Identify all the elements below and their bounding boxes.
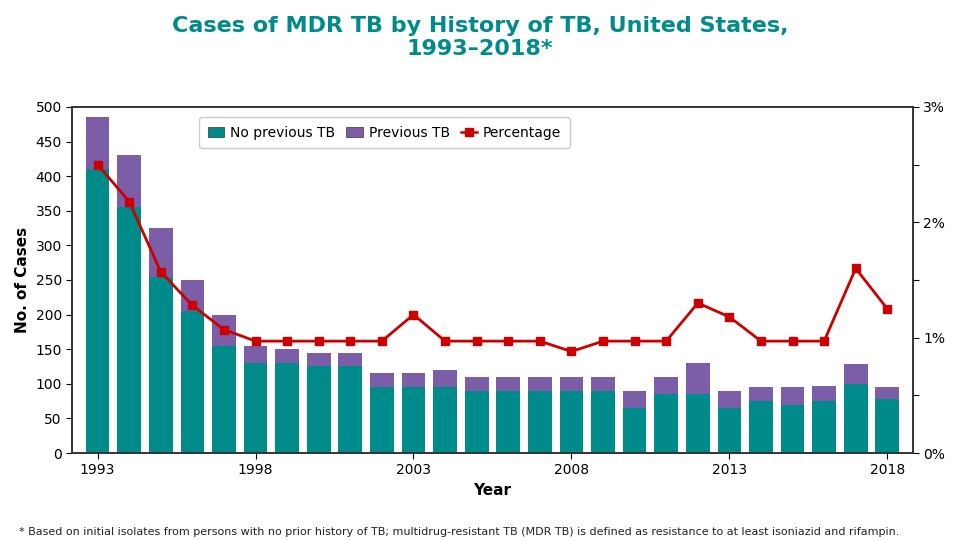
Bar — [844, 364, 868, 384]
Bar — [812, 386, 836, 401]
Bar — [149, 228, 173, 276]
Bar — [749, 387, 773, 401]
Bar — [528, 377, 552, 391]
Bar — [85, 117, 109, 169]
Bar — [844, 384, 868, 453]
Bar — [749, 401, 773, 453]
Bar — [876, 387, 900, 399]
Bar — [591, 377, 614, 391]
Bar — [180, 311, 204, 453]
Bar — [307, 367, 330, 453]
Bar — [686, 363, 709, 394]
X-axis label: Year: Year — [473, 483, 512, 498]
Bar — [465, 377, 489, 391]
Bar — [528, 391, 552, 453]
Bar — [180, 280, 204, 311]
Bar — [686, 394, 709, 453]
Bar — [623, 391, 646, 408]
Bar — [117, 156, 141, 207]
Bar — [496, 377, 520, 391]
Bar — [149, 276, 173, 453]
Bar — [623, 408, 646, 453]
Bar — [560, 391, 584, 453]
Bar — [655, 394, 678, 453]
Bar — [276, 363, 299, 453]
Bar — [117, 207, 141, 453]
Bar — [496, 391, 520, 453]
Bar — [276, 349, 299, 363]
Bar — [212, 346, 236, 453]
Bar — [370, 374, 394, 387]
Bar — [339, 353, 362, 367]
Bar — [370, 387, 394, 453]
Legend: No previous TB, Previous TB, Percentage: No previous TB, Previous TB, Percentage — [200, 117, 569, 148]
Bar — [876, 399, 900, 453]
Bar — [780, 387, 804, 404]
Bar — [717, 408, 741, 453]
Bar — [591, 391, 614, 453]
Bar — [401, 387, 425, 453]
Bar — [85, 169, 109, 453]
Bar — [244, 363, 268, 453]
Text: Cases of MDR TB by History of TB, United States,
1993–2018*: Cases of MDR TB by History of TB, United… — [172, 16, 788, 59]
Bar — [401, 374, 425, 387]
Bar — [339, 367, 362, 453]
Bar — [465, 391, 489, 453]
Bar — [212, 315, 236, 346]
Bar — [717, 391, 741, 408]
Bar — [433, 370, 457, 387]
Bar — [655, 377, 678, 394]
Y-axis label: No. of Cases: No. of Cases — [15, 227, 30, 333]
Bar — [244, 346, 268, 363]
Bar — [433, 387, 457, 453]
Bar — [812, 401, 836, 453]
Bar — [307, 353, 330, 367]
Text: * Based on initial isolates from persons with no prior history of TB; multidrug-: * Based on initial isolates from persons… — [19, 527, 900, 537]
Bar — [780, 404, 804, 453]
Bar — [560, 377, 584, 391]
